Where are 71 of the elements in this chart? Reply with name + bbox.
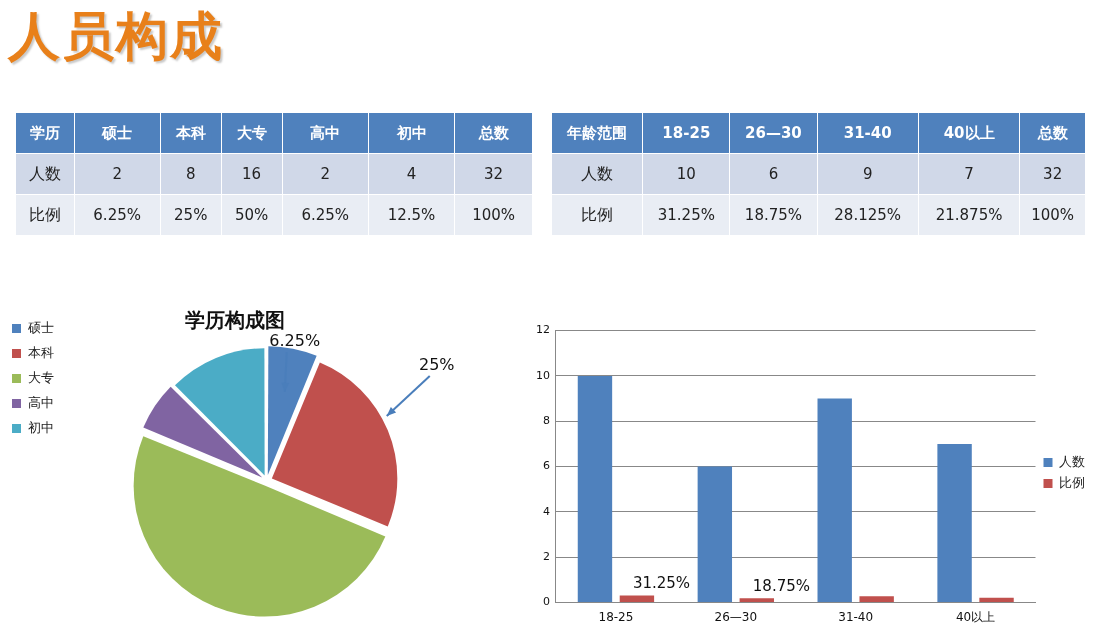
row-header-cell: 人数 — [15, 153, 74, 195]
text: 9 — [862, 165, 873, 183]
category-label: 40以上 — [918, 112, 1020, 154]
y-tick-label: 4 — [543, 504, 550, 518]
category-label: 18-25 — [642, 112, 730, 154]
text: 7 — [964, 165, 974, 183]
text: 50% — [234, 206, 269, 224]
chart-title: 学历构成图 — [185, 308, 285, 333]
text: 100% — [472, 206, 516, 224]
legend-label: 本科 — [27, 344, 54, 360]
text: 6.25% — [301, 206, 350, 224]
category-label: 初中 — [368, 112, 455, 154]
legend-label: 大专 — [27, 369, 54, 385]
legend-label: 硕士 — [26, 319, 54, 335]
bar — [619, 595, 655, 603]
bar — [697, 466, 733, 603]
category-label: 大专 — [221, 112, 283, 154]
text: 8 — [185, 165, 196, 183]
text: 2 — [112, 165, 122, 183]
text: 10 — [676, 165, 696, 183]
data-label: 18.75% — [752, 576, 810, 595]
legend-label: 高中 — [27, 394, 54, 410]
x-tick-label: 18-25 — [598, 609, 634, 624]
text: 32 — [484, 165, 504, 183]
text: 18.75% — [744, 206, 803, 224]
data-label: 31.25% — [632, 573, 691, 592]
category-label: 总数 — [454, 112, 533, 154]
text: 人员构成 — [8, 5, 225, 68]
text: 6.25% — [93, 206, 141, 224]
text: 6 — [768, 165, 779, 183]
text: 25% — [174, 206, 208, 224]
y-tick-label: 8 — [543, 414, 550, 428]
text: 31.25% — [657, 206, 715, 224]
text: 12.5% — [387, 206, 436, 224]
y-tick-label: 12 — [536, 323, 550, 337]
category-label: 总数 — [1019, 112, 1086, 154]
text: 100% — [1031, 206, 1075, 224]
bar — [577, 375, 613, 603]
bar — [739, 598, 774, 603]
y-tick-label: 10 — [536, 368, 550, 382]
x-tick-label: 31-40 — [838, 609, 874, 624]
legend-label: 初中 — [27, 419, 54, 435]
row-header-cell: 人数 — [551, 153, 643, 195]
row-header-cell: 比例 — [551, 194, 643, 236]
y-tick-label: 2 — [543, 550, 550, 564]
legend-label: 比例 — [1059, 474, 1085, 490]
bar — [859, 596, 894, 603]
text: 4 — [406, 165, 417, 183]
x-tick-label: 26—30 — [714, 609, 758, 624]
text: 16 — [242, 165, 262, 183]
legend-label: 人数 — [1059, 453, 1085, 469]
text: 21.875% — [935, 206, 1003, 224]
category-label: 高中 — [282, 112, 369, 154]
text: 32 — [1043, 165, 1063, 183]
y-tick-label: 0 — [543, 595, 550, 609]
row-header-cell: 比例 — [15, 194, 74, 236]
bar — [817, 398, 852, 603]
bar — [979, 597, 1014, 603]
text: 28.125% — [834, 206, 902, 224]
category-label: 31-40 — [817, 112, 919, 154]
y-tick-label: 6 — [543, 459, 550, 473]
text: 25% — [418, 355, 455, 375]
category-label: 26—30 — [729, 112, 817, 154]
bar — [937, 443, 972, 603]
text: 2 — [320, 165, 330, 183]
text: 学历 — [15, 112, 75, 154]
text: 6.25% — [269, 331, 321, 351]
x-tick-label: 40以上 — [955, 609, 996, 624]
text: 年龄范围 — [551, 112, 643, 154]
category-label: 本科 — [160, 112, 222, 154]
category-label: 硕士 — [74, 112, 161, 154]
